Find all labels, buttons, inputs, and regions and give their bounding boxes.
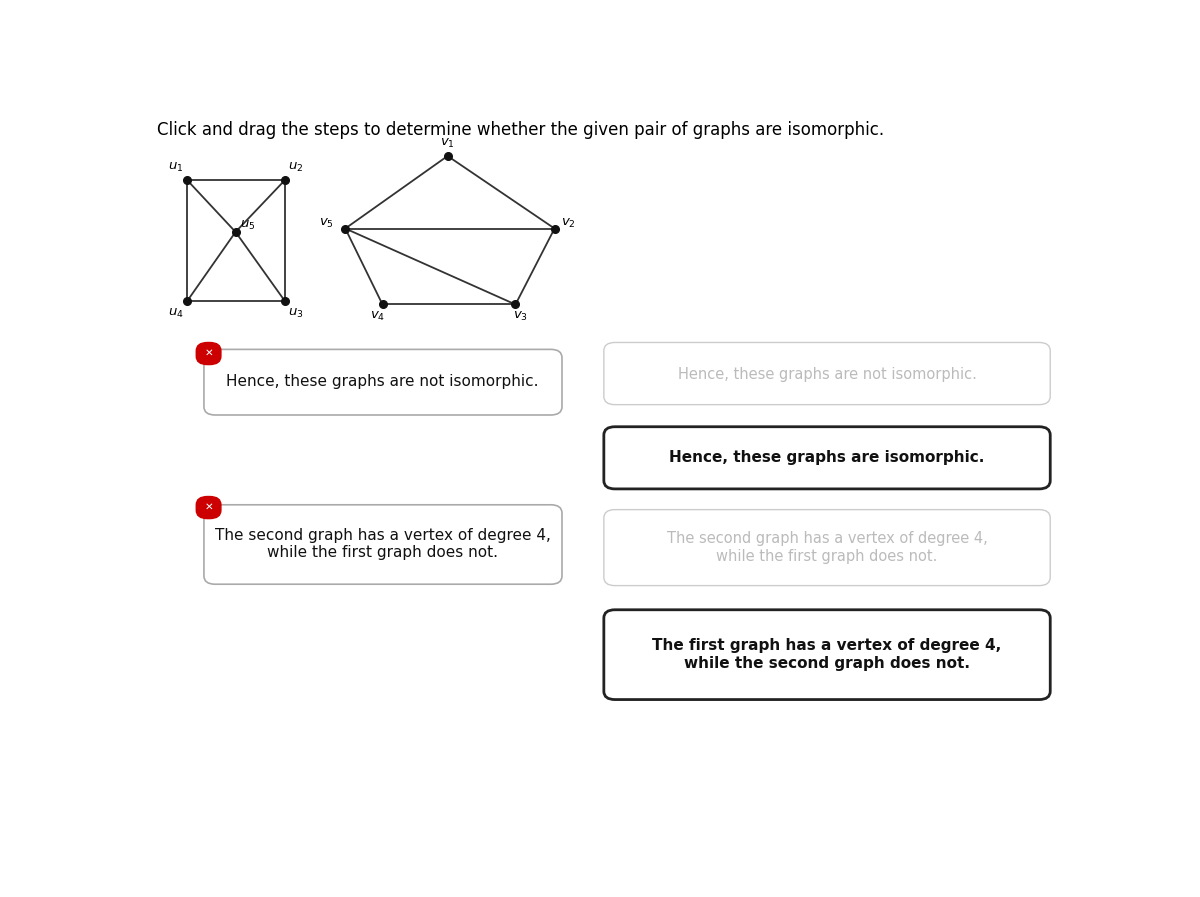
- FancyBboxPatch shape: [604, 509, 1050, 586]
- Text: $v_4$: $v_4$: [371, 310, 385, 324]
- Text: $u_5$: $u_5$: [240, 219, 256, 231]
- Text: Hence, these graphs are not isomorphic.: Hence, these graphs are not isomorphic.: [227, 374, 539, 389]
- FancyBboxPatch shape: [204, 505, 562, 584]
- Text: The second graph has a vertex of degree 4,
while the first graph does not.: The second graph has a vertex of degree …: [667, 531, 988, 564]
- Text: ✕: ✕: [204, 348, 212, 358]
- Text: $u_4$: $u_4$: [168, 307, 184, 320]
- FancyBboxPatch shape: [196, 496, 222, 519]
- Text: Hence, these graphs are isomorphic.: Hence, these graphs are isomorphic.: [670, 450, 985, 466]
- Text: Hence, these graphs are not isomorphic.: Hence, these graphs are not isomorphic.: [678, 367, 977, 382]
- Text: $v_5$: $v_5$: [319, 216, 334, 230]
- Text: The first graph has a vertex of degree 4,
while the second graph does not.: The first graph has a vertex of degree 4…: [653, 639, 1002, 671]
- FancyBboxPatch shape: [604, 427, 1050, 489]
- FancyBboxPatch shape: [204, 349, 562, 415]
- Text: ✕: ✕: [204, 501, 212, 512]
- Text: $u_1$: $u_1$: [168, 161, 184, 174]
- Text: $v_1$: $v_1$: [440, 137, 455, 150]
- Text: $v_3$: $v_3$: [512, 310, 528, 324]
- Text: $u_2$: $u_2$: [288, 161, 304, 174]
- FancyBboxPatch shape: [604, 343, 1050, 405]
- FancyBboxPatch shape: [196, 342, 222, 365]
- Text: $u_3$: $u_3$: [288, 307, 304, 320]
- FancyBboxPatch shape: [604, 610, 1050, 700]
- Text: The second graph has a vertex of degree 4,
while the first graph does not.: The second graph has a vertex of degree …: [215, 528, 551, 561]
- Text: $v_2$: $v_2$: [562, 216, 576, 230]
- Text: Click and drag the steps to determine whether the given pair of graphs are isomo: Click and drag the steps to determine wh…: [157, 121, 884, 139]
